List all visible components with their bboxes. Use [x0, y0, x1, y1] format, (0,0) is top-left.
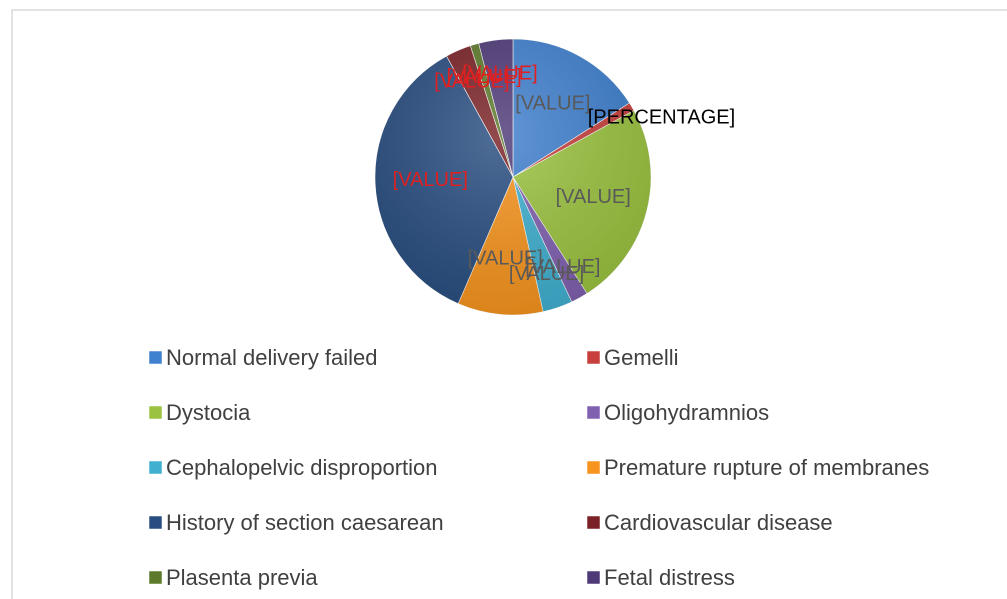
legend-label: History of section caesarean	[166, 510, 444, 535]
data-label: [VALUE]	[515, 93, 590, 115]
data-label: [VALUE]	[393, 169, 468, 191]
legend-label: Oligohydramnios	[604, 400, 769, 425]
legend-label: Premature rupture of membranes	[604, 455, 929, 480]
legend-label: Cardiovascular disease	[604, 510, 833, 535]
legend-swatch	[586, 350, 601, 365]
legend-label: Dystocia	[166, 400, 251, 425]
data-label: [VALUE]	[434, 70, 509, 92]
legend-label: Fetal distress	[604, 565, 735, 590]
data-label: [VALUE]	[468, 248, 543, 270]
data-label: [VALUE]	[525, 256, 600, 278]
legend-swatch	[586, 405, 601, 420]
legend-swatch	[586, 460, 601, 475]
legend-label: Normal delivery failed	[166, 345, 378, 370]
data-label: [VALUE]	[462, 63, 537, 85]
legend-swatch	[148, 405, 163, 420]
legend-swatch	[148, 570, 163, 585]
data-label: [VALUE]	[447, 66, 522, 88]
legend-label: Plasenta previa	[166, 565, 318, 590]
legend-swatch	[148, 460, 163, 475]
legend-swatch	[148, 515, 163, 530]
legend-swatch	[148, 350, 163, 365]
legend-label: Cephalopelvic disproportion	[166, 455, 438, 480]
data-label: [PERCENTAGE]	[588, 107, 735, 129]
data-label: [VALUE]	[556, 186, 631, 208]
data-label: [VALUE]	[509, 263, 584, 285]
legend-swatch	[586, 570, 601, 585]
legend-label: Gemelli	[604, 345, 679, 370]
legend-swatch	[586, 515, 601, 530]
